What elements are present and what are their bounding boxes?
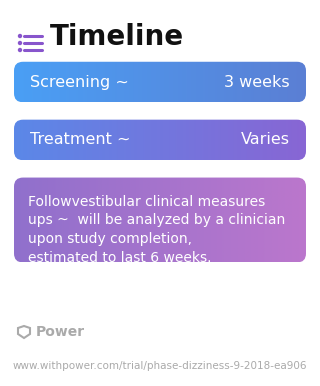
Text: estimated to last 6 weeks.: estimated to last 6 weeks. (28, 251, 212, 265)
Circle shape (19, 42, 21, 44)
Text: www.withpower.com/trial/phase-dizziness-9-2018-ea906: www.withpower.com/trial/phase-dizziness-… (13, 361, 307, 371)
Text: 3 weeks: 3 weeks (224, 74, 290, 90)
Circle shape (19, 49, 21, 51)
Text: Timeline: Timeline (50, 23, 184, 51)
Text: Treatment ~: Treatment ~ (30, 132, 131, 147)
Text: Followvestibular clinical measures: Followvestibular clinical measures (28, 195, 265, 208)
Text: Screening ~: Screening ~ (30, 74, 129, 90)
Text: upon study completion,: upon study completion, (28, 232, 192, 246)
Text: ups ~  will be analyzed by a clinician: ups ~ will be analyzed by a clinician (28, 213, 285, 227)
Text: Varies: Varies (241, 132, 290, 147)
Text: Power: Power (36, 325, 85, 339)
Circle shape (19, 34, 21, 37)
